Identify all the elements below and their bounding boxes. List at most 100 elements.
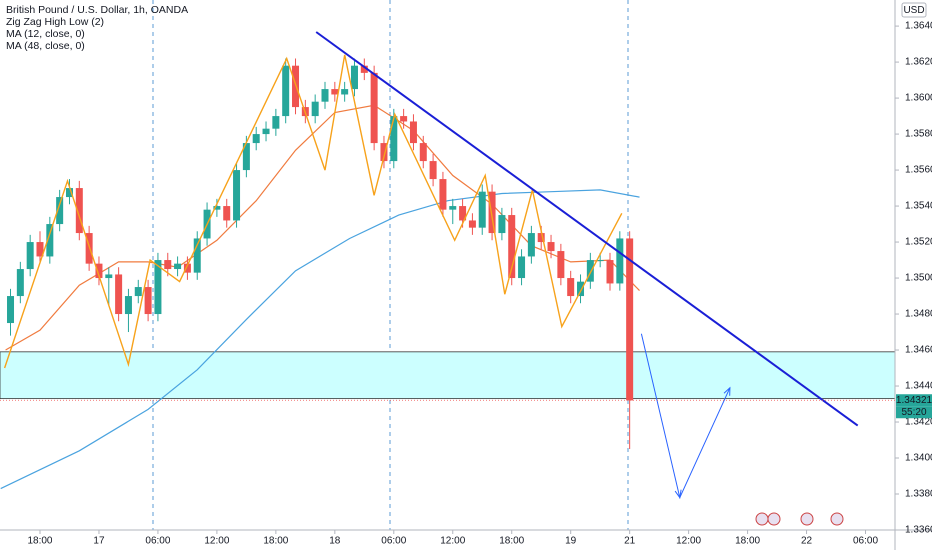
x-tick-label: 19 <box>565 536 577 547</box>
candle-body <box>527 233 535 257</box>
candle-body <box>409 121 417 144</box>
candle-body <box>56 197 64 225</box>
candle-body <box>95 263 103 279</box>
y-tick-label: 1.35400 <box>905 201 932 212</box>
x-tick-label: 18:00 <box>263 536 288 547</box>
x-tick-label: 18:00 <box>735 536 760 547</box>
x-tick-label: 12:00 <box>440 536 465 547</box>
candle-body <box>174 263 182 270</box>
zigzag-line <box>3 54 623 369</box>
last-price-box <box>896 394 932 407</box>
candle-body <box>478 191 486 228</box>
candle-body <box>144 287 152 315</box>
x-tick-label: 06:00 <box>381 536 406 547</box>
candle-body <box>272 116 280 129</box>
arrow-head <box>674 489 682 499</box>
candle-body <box>400 116 408 122</box>
candle-body <box>626 238 634 401</box>
candle-body <box>7 296 15 324</box>
legend-symbol: British Pound / U.S. Dollar, 1h, OANDA <box>6 4 188 16</box>
candle-body <box>262 128 270 135</box>
candle-body <box>193 238 201 273</box>
candle-body <box>341 89 349 95</box>
candle-body <box>164 260 172 270</box>
x-tick-label: 06:00 <box>853 536 878 547</box>
candle-body <box>16 269 24 297</box>
candle-body <box>390 116 398 162</box>
x-tick-label: 17 <box>93 536 105 547</box>
currency-box <box>901 2 927 18</box>
x-tick-label: 06:00 <box>145 536 170 547</box>
currency-label: USD <box>903 5 924 16</box>
y-tick-label: 1.33600 <box>905 525 932 536</box>
candle-body <box>616 238 624 284</box>
x-tick-label: 21 <box>624 536 636 547</box>
y-tick-label: 1.35200 <box>905 237 932 248</box>
y-tick-label: 1.35800 <box>905 129 932 140</box>
candle-body <box>115 274 123 315</box>
trend-line <box>315 31 859 427</box>
candle-body <box>360 65 368 73</box>
x-tick-label: 12:00 <box>204 536 229 547</box>
ma-line <box>5 104 640 351</box>
candle-body <box>233 170 241 221</box>
candle-body <box>331 89 339 95</box>
x-tick-label: 18 <box>329 536 341 547</box>
candle-body <box>65 188 73 198</box>
candle-body <box>311 101 319 117</box>
candle-body <box>586 260 594 282</box>
candle-body <box>547 242 555 252</box>
candle-body <box>292 65 300 108</box>
x-tick-label: 18:00 <box>27 536 52 547</box>
y-tick-label: 1.36400 <box>905 21 932 32</box>
y-tick-label: 1.34800 <box>905 309 932 320</box>
legend-entry: MA (12, close, 0) <box>6 28 85 40</box>
candle-body <box>557 251 565 279</box>
y-tick-label: 1.36000 <box>905 93 932 104</box>
event-icon <box>830 512 844 526</box>
candle-body <box>154 260 162 315</box>
x-tick-label: 22 <box>801 536 813 547</box>
candle-body <box>370 72 378 144</box>
candle-body <box>26 242 34 270</box>
arrow-head <box>723 386 731 396</box>
candle-body <box>498 215 506 234</box>
candle-body <box>36 242 44 257</box>
y-tick-label: 1.34000 <box>905 453 932 464</box>
candle-body <box>85 233 93 264</box>
candle-body <box>419 143 427 162</box>
candle-body <box>223 206 231 221</box>
candle-body <box>242 143 250 171</box>
y-tick-label: 1.35600 <box>905 165 932 176</box>
y-tick-label: 1.35000 <box>905 273 932 284</box>
candle-body <box>488 191 496 234</box>
candle-body <box>567 278 575 297</box>
x-tick-label: 18:00 <box>499 536 524 547</box>
event-icon <box>800 512 814 526</box>
ma-line <box>0 189 640 490</box>
candle-body <box>449 206 457 210</box>
y-tick-label: 1.34400 <box>905 381 932 392</box>
candle-body <box>606 260 614 284</box>
candle-body <box>321 89 329 102</box>
support-zone <box>0 351 895 400</box>
candle-body <box>183 263 191 273</box>
candle-body <box>124 296 132 315</box>
y-tick-label: 1.33800 <box>905 489 932 500</box>
candle-body <box>459 206 467 221</box>
candle-body <box>380 143 388 162</box>
candle-body <box>75 188 83 234</box>
candle-body <box>577 281 585 297</box>
event-icons <box>755 512 844 526</box>
countdown-label: 55:20 <box>901 407 926 418</box>
legend-entry: Zig Zag High Low (2) <box>6 16 104 28</box>
candle-body <box>213 206 221 210</box>
candle-body <box>468 220 476 228</box>
y-tick-label: 1.34200 <box>905 417 932 428</box>
candle-body <box>537 233 545 243</box>
plot-area <box>0 0 895 530</box>
y-tick-label: 1.34600 <box>905 345 932 356</box>
last-price-label: 1.34321 <box>896 395 932 406</box>
